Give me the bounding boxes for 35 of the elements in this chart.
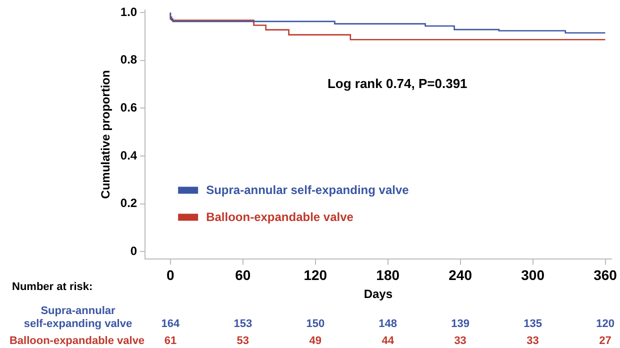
legend-label: Supra-annular self-expanding valve (206, 183, 410, 198)
text: 135 (524, 318, 542, 330)
y-tick-label: 0.2 (120, 196, 138, 210)
y-tick-label: 0 (130, 244, 138, 258)
text: 33 (454, 335, 466, 348)
text: 139 (451, 318, 470, 330)
y-tick-label: 0.6 (120, 100, 138, 115)
text: Balloon-expandable valve (9, 335, 145, 348)
text: 44 (382, 335, 395, 348)
text: Number at risk: (12, 281, 93, 294)
x-tick-label: 240 (448, 267, 472, 284)
y-axis-title: Cumulative proportion (98, 70, 113, 199)
x-tick-label: 360 (594, 267, 618, 284)
x-tick-label: 60 (235, 267, 251, 284)
text: Supra-annular self-expanding valve (24, 305, 132, 330)
text: 33 (526, 335, 539, 348)
text: 120 (596, 318, 614, 330)
x-axis-title: Days (364, 287, 393, 302)
text: 27 (599, 335, 612, 348)
text: 148 (378, 318, 398, 330)
annotation: Log rank 0.74, P=0.391 (327, 76, 468, 91)
text: 61 (164, 335, 177, 348)
text: 49 (309, 335, 322, 348)
y-tick-label: 0.4 (120, 148, 138, 162)
x-tick-label: 300 (521, 267, 545, 284)
text: 164 (161, 318, 180, 330)
x-tick-label: 120 (304, 267, 328, 284)
text: 150 (306, 318, 325, 330)
y-tick-label: 1.0 (120, 4, 138, 19)
x-tick-label: 0 (166, 267, 175, 284)
x-tick-label: 180 (376, 267, 400, 284)
y-tick-label: 0.8 (120, 52, 138, 67)
legend-label: Balloon-expandable valve (206, 210, 354, 224)
text: 153 (234, 318, 252, 330)
text: 53 (236, 335, 250, 348)
